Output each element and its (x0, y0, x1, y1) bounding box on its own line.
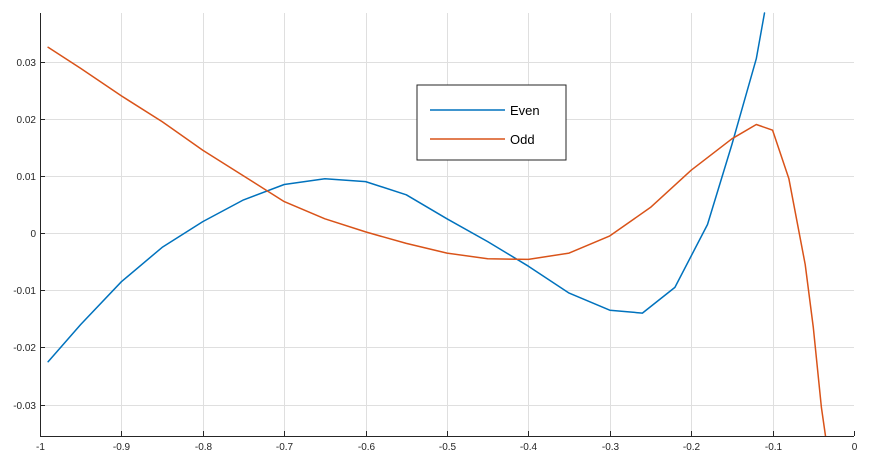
y-tick-label: 0 (30, 229, 36, 240)
legend-label-even: Even (510, 103, 540, 118)
series-line-even (47, 12, 766, 363)
grid (40, 13, 854, 436)
legend: Even Odd (416, 84, 567, 161)
x-tick-label: -0.4 (520, 442, 538, 453)
x-tick-label: -0.8 (195, 442, 213, 453)
axes: -1 -0.9 -0.8 -0.7 -0.6 -0.5 -0.4 -0.3 -0.2 -0.1 0 -… (13, 13, 858, 453)
x-tick-label: -0.3 (602, 442, 620, 453)
x-tick-label: 0 (852, 442, 858, 453)
y-tick-label: -0.01 (13, 286, 36, 297)
legend-box (416, 84, 567, 161)
x-tick-label: -0.2 (683, 442, 701, 453)
x-tick-label: -0.5 (439, 442, 457, 453)
series-line-odd (47, 46, 827, 437)
x-tick-label: -1 (36, 442, 45, 453)
y-tick-label: 0.03 (17, 58, 37, 69)
x-tick-label: -0.6 (358, 442, 376, 453)
y-tick-label: -0.02 (13, 343, 36, 354)
y-tick-label: 0.02 (17, 115, 37, 126)
y-tick-label: 0.01 (17, 172, 37, 183)
x-tick-label: -0.9 (113, 442, 131, 453)
x-tick-label: -0.1 (765, 442, 783, 453)
x-tick-label: -0.7 (276, 442, 294, 453)
series-group (47, 12, 827, 437)
legend-label-odd: Odd (510, 132, 535, 147)
y-tick-label: -0.03 (13, 401, 36, 412)
